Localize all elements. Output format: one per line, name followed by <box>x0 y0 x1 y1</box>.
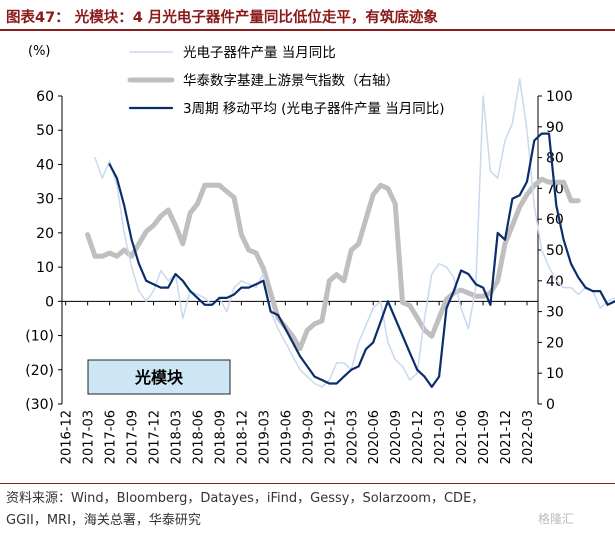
left-tick-label: 0 <box>45 294 54 310</box>
x-tick-label: 2019-09 <box>301 410 316 464</box>
x-tick-label: 2018-06 <box>191 410 206 464</box>
label-box-rect <box>87 359 231 395</box>
legend-label-1: 华泰数字基建上游景气指数（右轴） <box>183 72 399 89</box>
legend-label-2: 3周期 移动平均 (光电子器件产量 当月同比) <box>183 101 445 117</box>
right-tick-label: 50 <box>546 243 564 259</box>
left-tick-label: 40 <box>36 157 54 173</box>
right-tick-label: 90 <box>546 120 564 136</box>
x-tick-label: 2021-03 <box>433 410 448 464</box>
left-axis-unit-label: (%) <box>28 44 51 59</box>
left-tick-label: (10) <box>25 329 54 345</box>
right-tick-label: 0 <box>546 397 555 413</box>
source-line-2: GGII，MRI，海关总署，华泰研究 <box>6 513 201 528</box>
x-tick-label: 2020-09 <box>389 410 404 464</box>
footer-rule <box>0 483 615 484</box>
label-box-text: 光模块 <box>134 368 184 387</box>
axes: 6050403020100(10)(20)(30)100908070605040… <box>25 89 572 464</box>
x-tick-label: 2019-03 <box>257 410 272 464</box>
x-tick-label: 2022-03 <box>521 410 536 464</box>
left-tick-label: (20) <box>25 363 54 379</box>
left-tick-label: 50 <box>36 123 54 139</box>
x-tick-label: 2018-03 <box>170 410 185 464</box>
x-tick-label: 2021-09 <box>477 410 492 464</box>
right-tick-label: 80 <box>546 151 564 167</box>
x-tick-label: 2021-12 <box>499 410 514 464</box>
right-tick-label: 10 <box>546 366 564 382</box>
x-tick-label: 2017-09 <box>126 410 141 464</box>
x-tick-label: 2020-03 <box>345 410 360 464</box>
series-line-2 <box>108 132 615 388</box>
watermark-text: 格隆汇 <box>538 512 575 526</box>
legend-label-0: 光电子器件产量 当月同比 <box>183 45 336 61</box>
series-lines <box>85 78 615 388</box>
x-tick-label: 2020-12 <box>411 410 426 464</box>
label-box: 光模块 <box>87 359 231 395</box>
x-tick-label: 2017-03 <box>82 410 97 464</box>
source-line-1: 资料来源：Wind，Bloomberg，Datayes，iFind，Gessy，… <box>6 491 485 506</box>
x-tick-label: 2019-06 <box>279 410 294 464</box>
left-tick-label: 60 <box>36 89 54 105</box>
title-rule <box>0 29 615 31</box>
left-tick-label: 20 <box>36 226 54 242</box>
right-tick-label: 20 <box>546 335 564 351</box>
right-tick-label: 30 <box>546 305 564 321</box>
x-tick-label: 2018-12 <box>235 410 250 464</box>
right-tick-label: 40 <box>546 274 564 290</box>
left-tick-label: 10 <box>36 260 54 276</box>
source-note: 资料来源：Wind，Bloomberg，Datayes，iFind，Gessy，… <box>6 488 606 532</box>
x-tick-label: 2021-06 <box>455 410 470 464</box>
x-tick-label: 2019-12 <box>323 410 338 464</box>
x-tick-label: 2017-06 <box>104 410 119 464</box>
chart-title: 图表47： 光模块：4 月光电子器件产量同比低位走平，有筑底迹象 <box>6 10 438 26</box>
x-tick-label: 2016-12 <box>60 410 75 464</box>
left-tick-label: (30) <box>25 397 54 413</box>
x-tick-label: 2020-06 <box>367 410 382 464</box>
right-tick-label: 100 <box>546 89 573 105</box>
x-tick-label: 2018-09 <box>213 410 228 464</box>
left-tick-label: 30 <box>36 192 54 208</box>
series-line-1 <box>85 176 581 352</box>
x-tick-label: 2017-12 <box>148 410 163 464</box>
series-line-0 <box>94 78 615 388</box>
